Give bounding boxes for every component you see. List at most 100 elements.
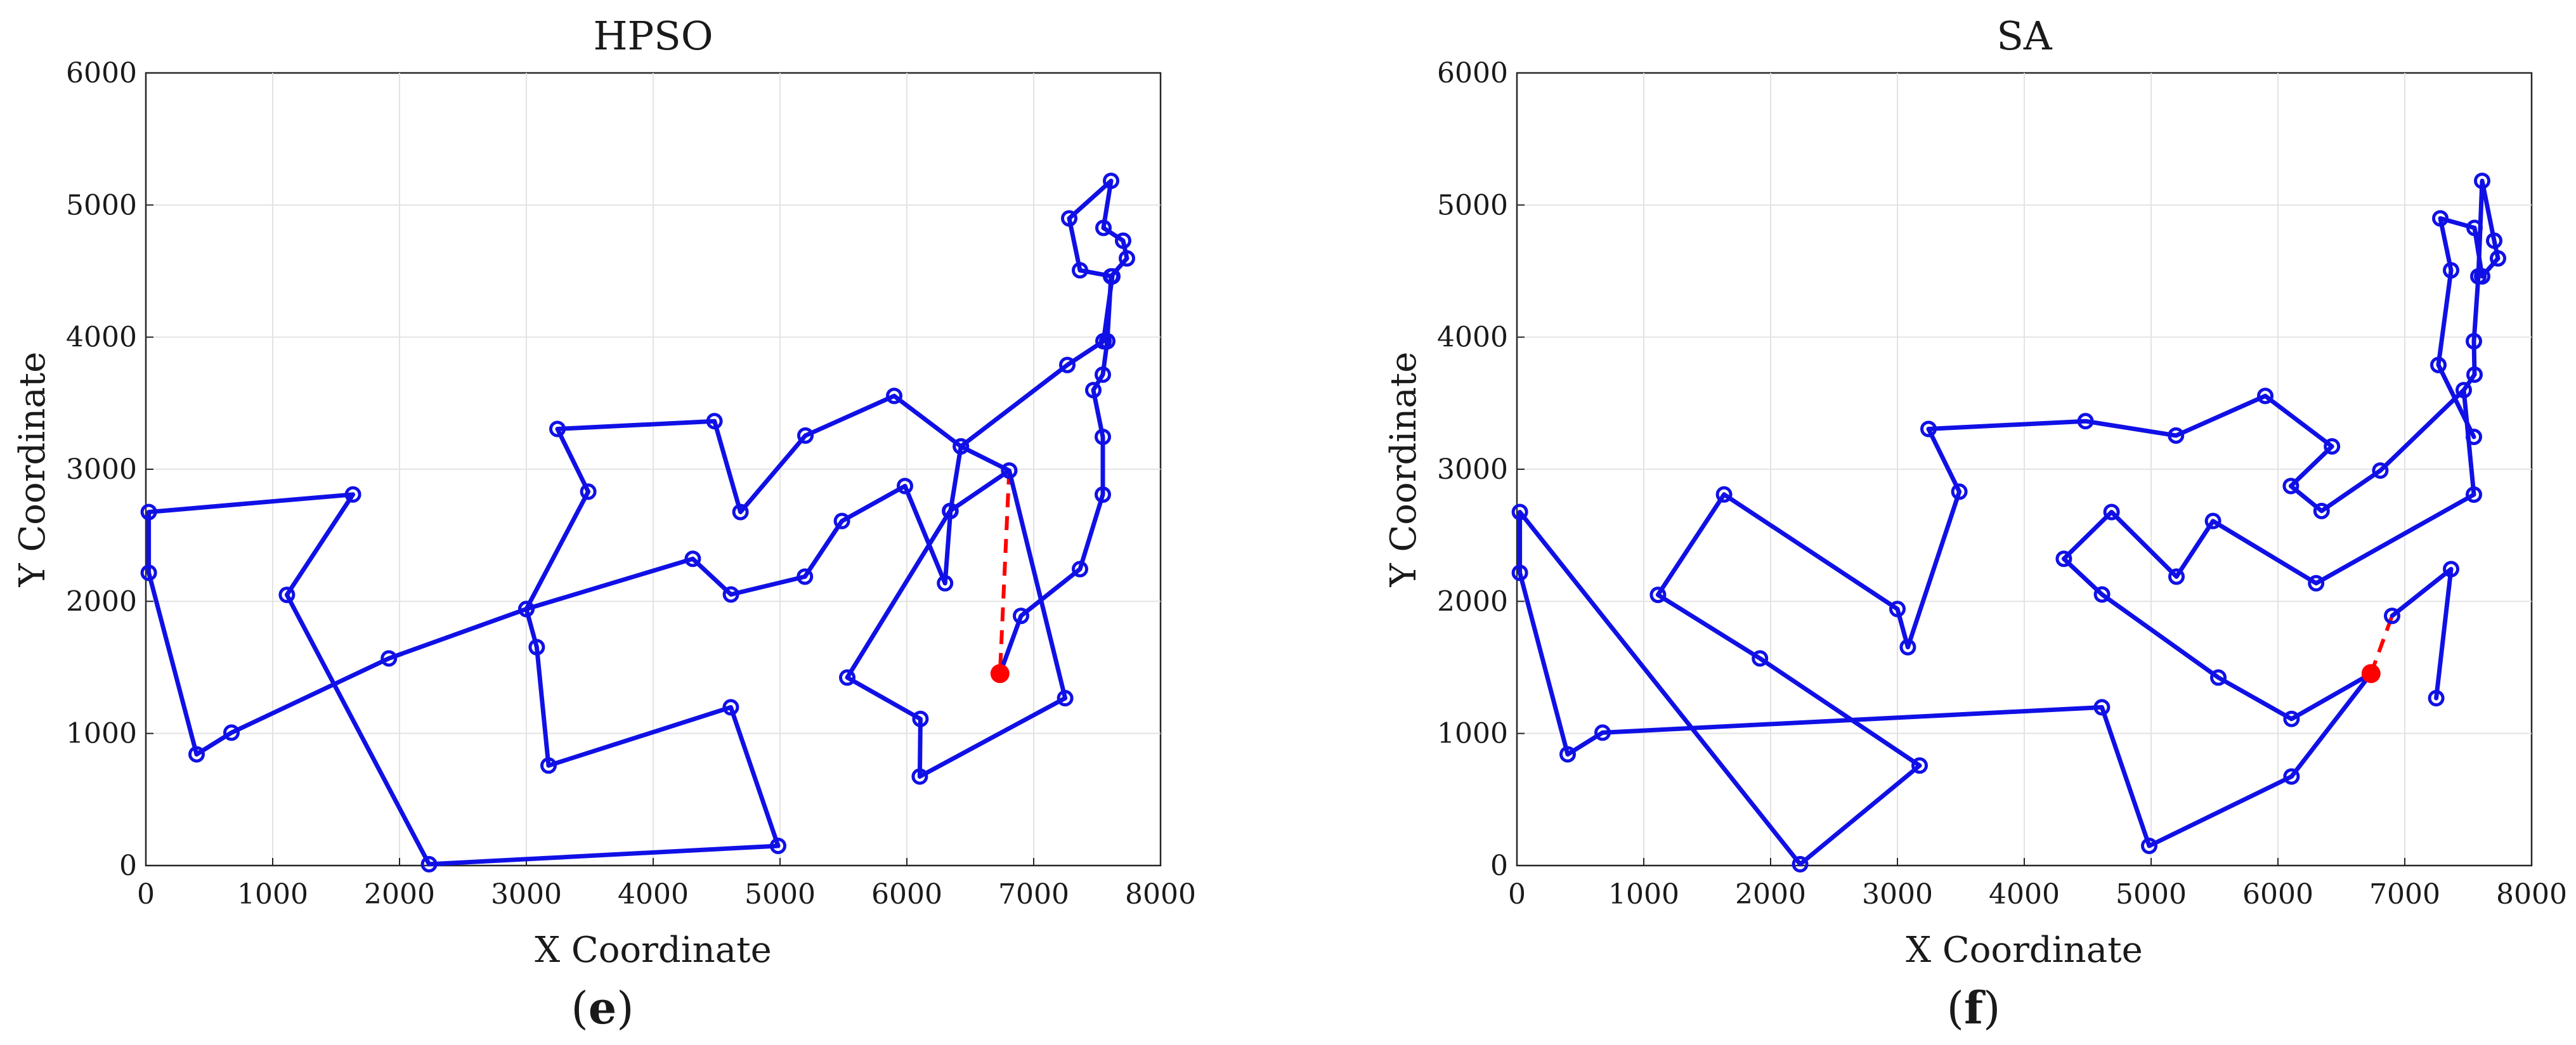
sa-city-marker [2313,502,2330,519]
hpso-city-marker [1095,219,1112,237]
sa-y-ticks: 0 1000 2000 3000 4000 5000 6000 [1437,57,1525,882]
hpso-x-tick-label: 4000 [618,878,689,911]
sa-city-marker [2466,333,2482,350]
hpso-city-marker [732,503,749,521]
sa-city-marker [2466,366,2483,383]
hpso-city-marker [1095,366,1111,383]
hpso-city-marker [1013,607,1029,625]
hpso-city-marker [911,768,928,785]
hpso-city-marker [897,477,913,495]
sa-city-marker [1951,483,1968,500]
hpso-x-tick-label: 8000 [1125,878,1196,911]
sa-y-tick-label: 5000 [1437,189,1508,221]
hpso-city-marker [278,587,296,604]
hpso-x-tick-label: 0 [137,878,155,911]
sa-y-tick-label: 2000 [1437,585,1508,618]
hpso-x-tick-label: 1000 [237,878,308,911]
hpso-city-marker [706,413,723,430]
sa-city-marker [1511,503,1528,521]
hpso-caption: (e) [571,982,634,1034]
hpso-grid [146,73,1161,866]
sa-city-marker [1649,587,1667,604]
hpso-city-marker [1095,333,1112,350]
hpso-city-marker [770,837,786,854]
hpso-city-marker [1072,262,1088,279]
hpso-city-marker [1085,382,1102,399]
sa-city-marker [2168,427,2185,444]
hpso-city-marker [722,586,739,603]
sa-city-marker [1594,724,1611,741]
sa-city-marker [2257,387,2274,405]
sa-grid [1517,73,2532,866]
sa-city-marker [1899,639,1916,656]
sa-city-marker [2474,172,2490,190]
hpso-y-ticks: 0 1000 2000 3000 4000 5000 6000 [66,57,153,882]
sa-city-marker [2168,568,2185,585]
sa-caption: (f) [1947,982,2001,1034]
sa-caption-open: ( [1947,982,1964,1034]
sa-city-marker [2443,262,2459,279]
hpso-route [140,172,1135,873]
hpso-city-marker [1115,232,1131,249]
sa-city-marker [1792,855,1809,873]
hpso-city-marker [1104,268,1121,285]
sa-city-marker [2486,232,2502,249]
sa-city-marker [2210,669,2227,686]
sa-city-marker [2466,486,2482,503]
hpso-x-tick-label: 6000 [871,878,942,911]
sa-city-marker [2283,768,2300,785]
hpso-city-marker [937,574,954,592]
sa-city-marker [2282,477,2300,495]
hpso-city-marker [344,486,361,503]
hpso-city-marker [1103,172,1119,190]
hpso-city-marker [942,502,958,519]
sa-city-marker [2428,690,2445,707]
hpso-city-marker [1001,462,1018,479]
hpso-city-marker [1095,428,1111,445]
sa-x-tick-label: 7000 [2369,878,2440,911]
hpso-y-tick-label: 6000 [66,57,137,89]
hpso-city-marker [1095,486,1111,503]
sa-city-marker [1715,486,1733,503]
sa-city-marker [2490,250,2506,267]
sa-city-marker [2384,607,2400,625]
hpso-city-marker [1061,210,1077,227]
sa-y-tick-label: 3000 [1437,453,1508,486]
hpso-city-marker [549,420,566,438]
sa-route-path [2436,178,2501,439]
hpso-city-marker [833,512,850,529]
hpso-city-marker [540,757,557,774]
hpso-city-marker [1057,690,1074,707]
hpso-x-axis-label: X Coordinate [535,930,772,971]
hpso-city-marker [528,639,545,656]
hpso-caption-letter: e [589,982,617,1034]
sa-city-marker [1559,746,1576,763]
hpso-panel: 0 1000 2000 3000 4000 5000 6000 7000 8000 0 1000 2… [12,13,1196,1034]
hpso-city-marker [912,710,929,727]
hpso-y-tick-label: 4000 [66,321,137,354]
sa-route-path [2390,567,2454,701]
hpso-city-marker [1059,356,1076,373]
sa-city-marker [2324,438,2341,455]
sa-city-marker [2055,550,2072,568]
hpso-city-marker [420,855,438,873]
sa-city-marker [2456,382,2472,399]
hpso-title: HPSO [593,13,713,59]
sa-route [1511,172,2506,873]
sa-x-tick-label: 4000 [1989,878,2060,911]
sa-city-marker [1920,420,1937,438]
hpso-caption-open: ( [571,982,588,1034]
sa-caption-close: ) [1983,982,2000,1034]
sa-city-marker [1889,600,1906,618]
hpso-city-marker [140,503,157,521]
sa-city-marker [2204,512,2221,529]
sa-caption-letter: f [1964,982,1986,1034]
sa-city-marker [2093,586,2111,603]
hpso-x-tick-label: 7000 [998,878,1069,911]
sa-y-axis-label: Y Coordinate [1383,352,1424,588]
sa-city-marker [2093,699,2111,716]
sa-x-tick-label: 8000 [2496,878,2567,911]
sa-city-marker [2466,428,2482,445]
sa-y-tick-label: 4000 [1437,321,1508,354]
